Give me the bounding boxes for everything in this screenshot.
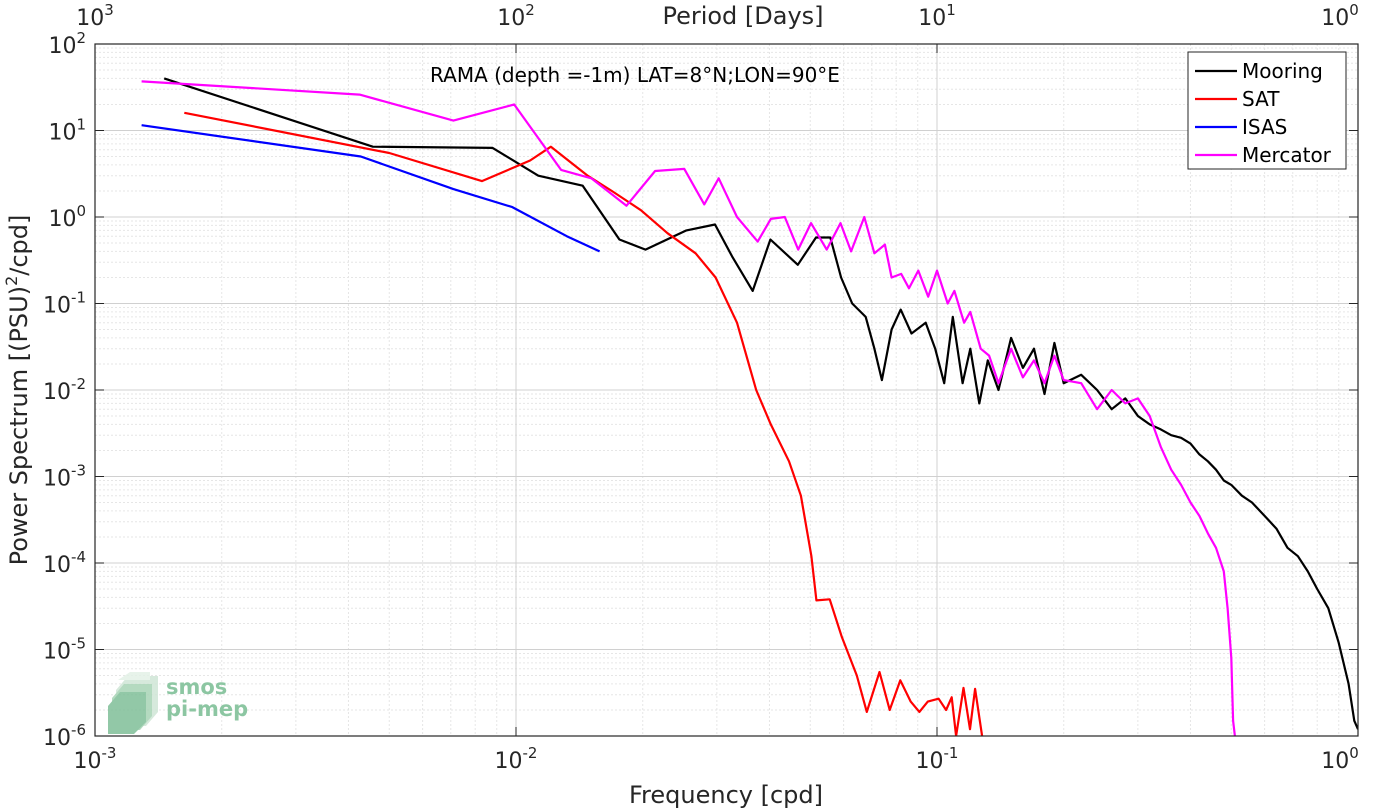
series-line-mooring [163, 77, 1358, 730]
y-tick-label-text: 10-6 [43, 721, 86, 751]
x-top-tick-label: 103 [76, 1, 114, 31]
x-tick-label-text: 10-1 [916, 744, 959, 774]
x-top-tick-label-text: 101 [918, 1, 956, 31]
x-tick-label-text: 100 [1321, 744, 1359, 774]
y-tick-label: 10-4 [43, 548, 86, 578]
chart-title: RAMA (depth =-1m) LAT=8°N;LON=90°E [430, 63, 840, 87]
legend-label-isas: ISAS [1242, 115, 1287, 139]
y-tick-label-text: 100 [48, 202, 86, 232]
x-top-axis-label: Period [Days] [662, 2, 823, 30]
x-tick-label: 10-2 [495, 744, 538, 774]
x-top-tick-label-text: 103 [76, 1, 114, 31]
x-tick-labels: 10-3 10-2 10-1 100 [74, 744, 1359, 774]
x-top-tick-labels: 103 102 101 100 [76, 1, 1359, 31]
y-tick-label-text: 10-5 [43, 635, 86, 665]
series-line-mercator [141, 80, 1236, 736]
x-top-tick-label-text: 102 [497, 1, 535, 31]
minor-grid [95, 44, 1358, 736]
legend-label-mercator: Mercator [1242, 143, 1332, 167]
y-tick-label-text: 10-3 [43, 462, 86, 492]
x-top-tick-label: 101 [918, 1, 956, 31]
smos-pi-mep-logo: smos pi-mep [108, 672, 248, 734]
x-tick-label-text: 10-3 [74, 744, 117, 774]
y-tick-label-text: 10-1 [43, 289, 86, 319]
x-tick-label: 10-3 [74, 744, 117, 774]
logo-text-line2: pi-mep [166, 697, 248, 721]
x-top-tick-label: 102 [497, 1, 535, 31]
y-axis-label: Power Spectrum [(PSU)2/cpd] [2, 215, 33, 566]
y-tick-label: 100 [48, 202, 86, 232]
logo-cube-icon [108, 672, 158, 734]
y-tick-labels: 102 101 100 10-1 10-2 10-3 10-4 10-5 10-6 [43, 29, 86, 751]
x-tick-label-text: 10-2 [495, 744, 538, 774]
y-tick-label: 10-1 [43, 289, 86, 319]
y-tick-label: 101 [48, 116, 86, 146]
legend-label-sat: SAT [1242, 87, 1280, 111]
logo-text-line1: smos [166, 675, 227, 699]
x-tick-label: 100 [1321, 744, 1359, 774]
axis-ticks [94, 43, 1359, 737]
series-line-isas [141, 124, 601, 253]
y-tick-label: 102 [48, 29, 86, 59]
y-tick-label-text: 101 [48, 116, 86, 146]
x-tick-label: 10-1 [916, 744, 959, 774]
y-tick-label: 10-2 [43, 375, 86, 405]
y-tick-label: 10-5 [43, 635, 86, 665]
legend-label-mooring: Mooring [1242, 59, 1323, 83]
x-axis-label: Frequency [cpd] [629, 781, 823, 809]
y-tick-label: 10-6 [43, 721, 86, 751]
series-line-sat [184, 111, 984, 736]
legend-entries: Mooring SAT ISAS Mercator [1195, 59, 1332, 167]
y-tick-label: 10-3 [43, 462, 86, 492]
x-top-tick-label: 100 [1321, 1, 1359, 31]
y-tick-label-text: 10-4 [43, 548, 86, 578]
legend: Mooring SAT ISAS Mercator [1187, 51, 1347, 170]
series-layer [141, 77, 1358, 736]
y-tick-label-text: 102 [48, 29, 86, 59]
y-tick-label-text: 10-2 [43, 375, 86, 405]
x-top-tick-label-text: 100 [1321, 1, 1359, 31]
